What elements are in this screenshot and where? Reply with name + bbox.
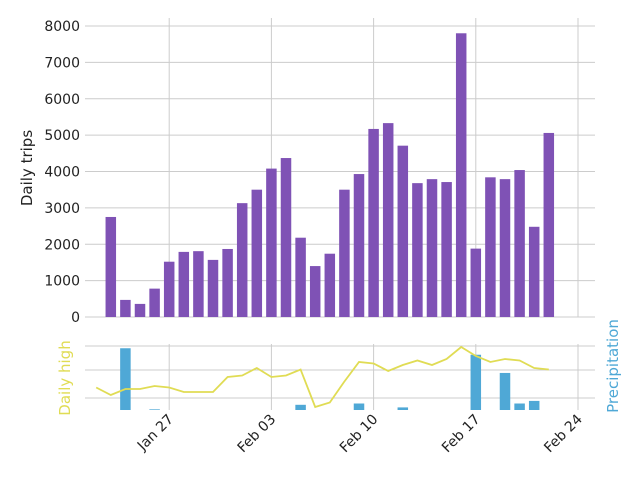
weather-grid: [85, 344, 595, 410]
date-tick-labels: Jan 27 Feb 03 Feb 10 Feb 17 Feb 24: [134, 411, 586, 456]
trips-bar: [324, 253, 336, 317]
precipitation-bar: [499, 372, 511, 410]
trips-y-tick-label: 6000: [44, 92, 80, 108]
trips-bars: [105, 33, 555, 318]
precipitation-bar: [120, 348, 131, 410]
trips-bar: [353, 174, 365, 317]
trips-bar: [295, 237, 306, 317]
precipitation-bar: [149, 409, 160, 410]
date-tick-label: Jan 27: [134, 412, 177, 455]
trips-bar: [368, 128, 379, 317]
trips-bar: [236, 203, 248, 317]
precipitation-bars: [120, 348, 540, 410]
daily-high-axis-label: Daily high: [56, 340, 74, 415]
trips-bar: [222, 248, 233, 317]
trips-bar: [499, 179, 511, 317]
trips-y-tick-label: 1000: [44, 274, 80, 290]
trips-bar: [178, 251, 190, 317]
trips-bar: [514, 170, 525, 317]
trips-bar: [441, 182, 452, 317]
trips-bar: [266, 168, 277, 317]
trips-bar: [339, 189, 350, 317]
precipitation-axis-label: Precipitation: [604, 319, 622, 413]
trips-y-tick-label: 4000: [44, 165, 80, 181]
trips-bar: [149, 288, 160, 317]
trips-y-axis-label: Daily trips: [18, 130, 36, 206]
trips-bar: [528, 226, 540, 317]
trips-bar: [120, 299, 131, 317]
trips-y-tick-labels: 0 1000 2000 3000 4000 5000 6000 7000 8000: [44, 19, 80, 326]
trips-bar: [309, 266, 321, 317]
trips-bar: [105, 216, 117, 317]
trips-y-tick-label: 5000: [44, 128, 80, 144]
trips-y-tick-label: 8000: [44, 19, 80, 35]
trips-y-tick-label: 0: [71, 310, 80, 326]
precipitation-bar: [353, 403, 365, 410]
trips-bar: [207, 259, 219, 317]
trips-y-tick-label: 7000: [44, 55, 80, 71]
trips-bar: [412, 183, 423, 317]
trips-bar: [134, 303, 146, 317]
trips-bar: [193, 251, 204, 317]
precipitation-bar: [470, 354, 482, 410]
trips-bar: [470, 248, 482, 317]
trips-bar: [543, 132, 555, 317]
trips-bar: [426, 179, 438, 317]
date-tick-label: Feb 24: [541, 411, 586, 456]
daily-high-line: [95, 345, 549, 409]
trips-bar: [382, 123, 394, 317]
trips-bar: [280, 158, 292, 317]
trips-y-tick-label: 2000: [44, 237, 80, 253]
trips-bar: [251, 189, 263, 317]
trips-y-tick-label: 3000: [44, 201, 80, 217]
date-tick-label: Feb 10: [337, 412, 382, 457]
trips-bar: [163, 261, 175, 317]
trips-bar: [397, 145, 409, 317]
date-tick-label: Feb 17: [439, 412, 484, 457]
date-tick-label: Feb 03: [235, 412, 280, 457]
precipitation-bar: [528, 400, 540, 410]
precipitation-bar: [295, 404, 306, 410]
precipitation-bar: [397, 407, 409, 410]
trips-bar: [455, 33, 467, 318]
trips-bar: [485, 177, 496, 317]
precipitation-bar: [514, 403, 525, 410]
